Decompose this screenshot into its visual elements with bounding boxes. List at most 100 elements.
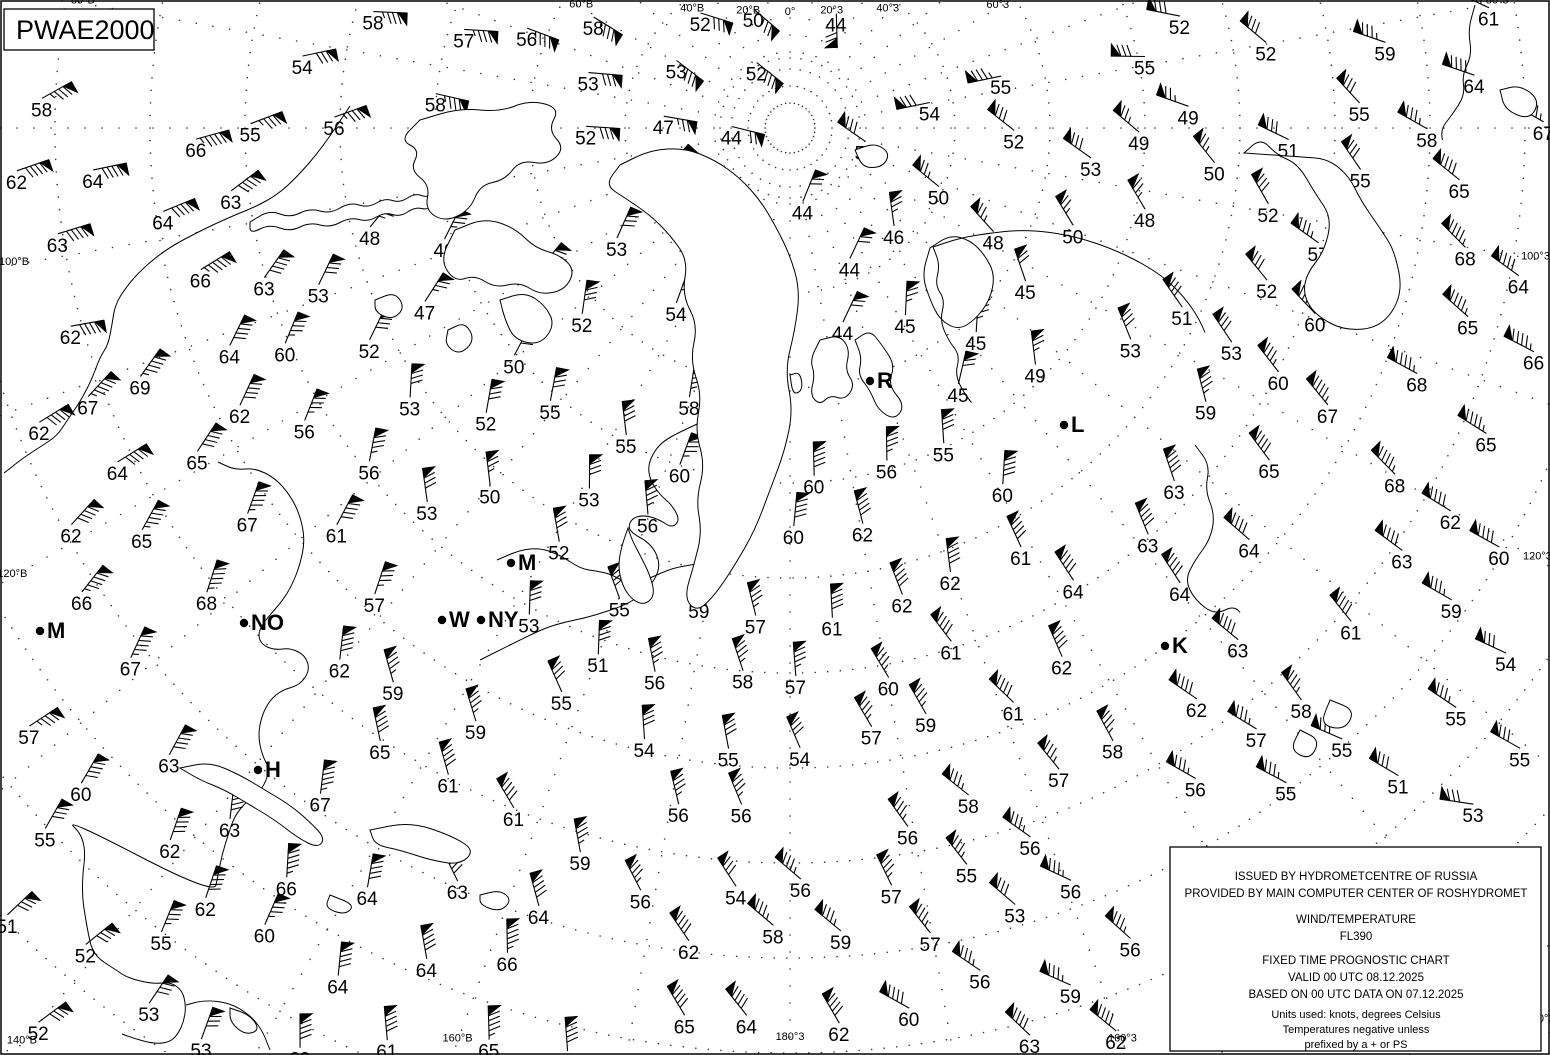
svg-text:45: 45: [947, 386, 968, 407]
svg-text:50: 50: [928, 189, 949, 210]
svg-text:63: 63: [253, 280, 274, 301]
svg-text:58: 58: [678, 399, 699, 420]
svg-text:56: 56: [644, 674, 665, 695]
svg-text:53: 53: [138, 1005, 159, 1026]
svg-text:55: 55: [1445, 710, 1466, 731]
svg-text:NY: NY: [488, 607, 519, 632]
svg-text:63: 63: [47, 236, 68, 257]
svg-text:59: 59: [1195, 404, 1216, 425]
svg-text:53: 53: [1080, 160, 1101, 181]
svg-text:62: 62: [195, 900, 216, 921]
svg-text:54: 54: [292, 58, 314, 79]
svg-text:62: 62: [329, 662, 350, 683]
svg-text:59: 59: [830, 933, 851, 954]
svg-text:53: 53: [1004, 907, 1025, 928]
svg-text:FL390: FL390: [1340, 931, 1373, 943]
svg-text:55: 55: [990, 78, 1011, 99]
svg-text:56: 56: [790, 881, 811, 902]
svg-text:65: 65: [1258, 462, 1279, 483]
svg-text:58: 58: [1291, 702, 1312, 723]
svg-text:55: 55: [240, 126, 261, 147]
svg-text:58: 58: [1102, 743, 1123, 764]
svg-text:61: 61: [503, 810, 524, 831]
svg-text:56: 56: [668, 806, 689, 827]
svg-text:65: 65: [131, 532, 152, 553]
svg-text:52: 52: [1257, 206, 1278, 227]
svg-text:59: 59: [1441, 602, 1462, 623]
svg-text:62: 62: [891, 596, 912, 617]
svg-text:59: 59: [915, 716, 936, 737]
svg-text:56: 56: [1185, 781, 1206, 802]
svg-text:56: 56: [876, 463, 897, 484]
svg-text:57: 57: [1048, 771, 1069, 792]
svg-text:62: 62: [678, 943, 699, 964]
svg-text:55: 55: [1275, 785, 1296, 806]
svg-text:44: 44: [825, 16, 847, 37]
svg-text:52: 52: [575, 128, 596, 149]
svg-text:61: 61: [821, 620, 842, 641]
svg-text:55: 55: [1331, 741, 1352, 762]
svg-text:53: 53: [1221, 344, 1242, 365]
svg-text:56: 56: [969, 972, 990, 993]
svg-text:62: 62: [1051, 659, 1072, 680]
svg-text:59: 59: [382, 684, 403, 705]
svg-text:58: 58: [362, 14, 383, 35]
svg-text:62: 62: [940, 574, 961, 595]
svg-text:100°3: 100°3: [1521, 251, 1550, 263]
svg-text:47: 47: [653, 118, 674, 139]
svg-text:50: 50: [1204, 165, 1225, 186]
svg-text:64: 64: [1063, 582, 1085, 603]
svg-text:56: 56: [516, 30, 537, 51]
svg-text:64: 64: [1508, 278, 1530, 299]
svg-text:56: 56: [731, 806, 752, 827]
svg-text:49: 49: [1025, 367, 1046, 388]
svg-text:59: 59: [465, 723, 486, 744]
svg-text:PWAE2000: PWAE2000: [16, 15, 155, 45]
svg-text:56: 56: [630, 892, 651, 913]
svg-text:100°B: 100°B: [0, 256, 29, 268]
svg-text:65: 65: [186, 453, 207, 474]
svg-text:49: 49: [1128, 134, 1149, 155]
svg-text:57: 57: [861, 729, 882, 750]
svg-text:61: 61: [1340, 623, 1361, 644]
svg-text:55: 55: [551, 694, 572, 715]
svg-text:60: 60: [783, 528, 804, 549]
svg-text:65: 65: [369, 743, 390, 764]
svg-text:44: 44: [792, 203, 814, 224]
svg-text:65: 65: [1449, 182, 1470, 203]
svg-text:53: 53: [666, 63, 687, 84]
svg-text:65: 65: [1457, 319, 1478, 340]
svg-text:64: 64: [736, 1017, 758, 1038]
svg-text:62: 62: [828, 1025, 849, 1046]
svg-text:60: 60: [898, 1010, 919, 1031]
svg-text:64: 64: [416, 961, 438, 982]
svg-text:52: 52: [28, 1024, 49, 1045]
svg-text:53: 53: [578, 491, 599, 512]
svg-text:44: 44: [839, 261, 861, 282]
svg-text:K: K: [1172, 633, 1188, 658]
svg-text:120°3: 120°3: [1523, 551, 1550, 563]
svg-text:180°3: 180°3: [776, 1031, 805, 1043]
svg-text:63: 63: [1137, 536, 1158, 557]
svg-text:58: 58: [762, 927, 783, 948]
svg-text:67: 67: [1317, 407, 1338, 428]
svg-text:55: 55: [956, 866, 977, 887]
svg-text:52: 52: [1003, 132, 1024, 153]
svg-text:50: 50: [1062, 227, 1083, 248]
svg-text:64: 64: [1238, 542, 1260, 563]
svg-text:45: 45: [894, 317, 915, 338]
svg-text:60: 60: [878, 680, 899, 701]
svg-text:54: 54: [789, 750, 811, 771]
svg-text:57: 57: [920, 935, 941, 956]
svg-text:61: 61: [376, 1042, 397, 1055]
svg-text:56: 56: [897, 829, 918, 850]
svg-text:52: 52: [475, 415, 496, 436]
svg-text:58: 58: [732, 673, 753, 694]
svg-text:62: 62: [1186, 701, 1207, 722]
svg-text:57: 57: [18, 728, 39, 749]
svg-text:60: 60: [274, 345, 295, 366]
svg-text:68: 68: [1455, 249, 1476, 270]
svg-text:54: 54: [634, 741, 656, 762]
svg-text:57: 57: [1246, 731, 1267, 752]
svg-text:56: 56: [1060, 882, 1081, 903]
